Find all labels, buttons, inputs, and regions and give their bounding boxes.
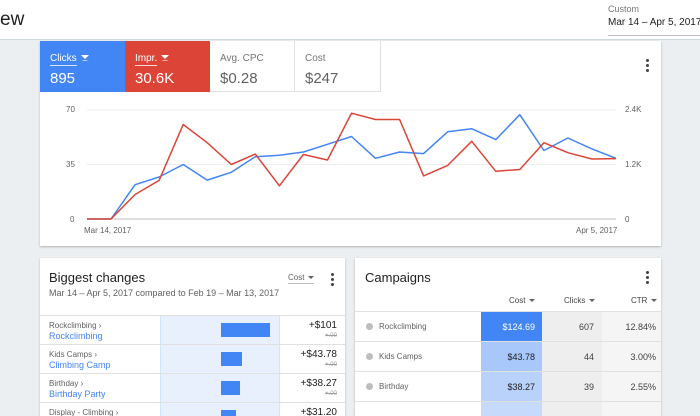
date-range-value: Mar 14 – Apr 5, 2017: [608, 17, 700, 28]
campaign-name: Birthday ›: [49, 379, 84, 388]
status-dot-icon: [366, 383, 373, 390]
change-bar-area: [160, 316, 280, 345]
left-axis-tick: 0: [70, 215, 75, 224]
clicks-column-header[interactable]: Clicks: [564, 296, 596, 305]
series-line-clicks: [87, 113, 617, 220]
page-title: ew: [0, 9, 25, 30]
series-line-impr: [87, 112, 617, 220]
more-options-icon[interactable]: [641, 269, 653, 285]
campaign-name: Rockclimbing: [379, 322, 427, 331]
ad-group-link[interactable]: Climbing Camp: [49, 360, 111, 370]
change-bar-area: [160, 403, 280, 416]
sort-caret-icon: [529, 299, 536, 303]
ad-group-link[interactable]: Rockclimbing: [49, 331, 103, 341]
status-dot-icon: [366, 323, 373, 330]
campaign-name: Kids Camps: [379, 352, 423, 361]
ctr-cell: 12.84%: [602, 312, 661, 342]
biggest-changes-title: Biggest changes: [49, 270, 146, 285]
more-options-icon[interactable]: [641, 57, 653, 73]
cost-column-header[interactable]: Cost: [509, 296, 536, 305]
change-bar-area: [160, 374, 280, 403]
table-row[interactable]: Kids Camps $43.78 44 3.00%: [355, 341, 661, 372]
table-row[interactable]: Birthday $38.27 39 2.55%: [355, 371, 661, 402]
sort-metric-dropdown[interactable]: Cost: [288, 273, 315, 284]
avg-cpc-metric-label: Avg. CPC: [220, 53, 264, 64]
campaign-name: Birthday: [379, 382, 409, 391]
status-dot-icon: [366, 353, 373, 360]
campaign-name: Rockclimbing ›: [49, 321, 102, 330]
cost-metric-value: $247: [305, 70, 339, 87]
dropdown-caret-icon: [161, 55, 170, 62]
cost-cell: [481, 402, 542, 416]
sort-caret-icon: [589, 299, 596, 303]
change-value: +$43.78: [300, 349, 337, 360]
biggest-changes-subtitle: Mar 14 – Apr 5, 2017 compared to Feb 19 …: [49, 288, 280, 298]
clicks-metric-tab[interactable]: Clicks 895: [40, 41, 125, 92]
change-bar: [221, 352, 242, 366]
impressions-metric-tab[interactable]: Impr. 30.6K: [125, 41, 210, 92]
right-axis-tick: 2.4K: [625, 105, 642, 114]
performance-card: Clicks 895 Impr. 30.6K Avg. CPC $0.28 Co…: [40, 41, 661, 246]
change-bar-area: [160, 345, 280, 374]
ctr-column-header[interactable]: CTR: [631, 296, 658, 305]
cost-metric-tab[interactable]: Cost $247: [295, 41, 381, 92]
sort-metric-label: Cost: [288, 273, 305, 282]
cost-cell: $43.78: [481, 342, 542, 372]
date-range-picker[interactable]: Custom Mar 14 – Apr 5, 2017: [608, 4, 700, 36]
previous-value: +.00: [325, 391, 337, 397]
left-axis-tick: 70: [66, 105, 75, 114]
ctr-cell: [602, 402, 661, 416]
x-axis-end-label: Apr 5, 2017: [576, 226, 618, 235]
clicks-metric-value: 895: [50, 70, 76, 87]
previous-value: +.00: [325, 333, 337, 339]
biggest-changes-card: Biggest changes Mar 14 – Apr 5, 2017 com…: [40, 258, 345, 416]
previous-value: +.00: [325, 362, 337, 368]
table-row[interactable]: Rockclimbing › Rockclimbing +$101 +.00: [40, 315, 345, 345]
clicks-cell: 39: [542, 372, 602, 402]
cost-cell: $38.27: [481, 372, 542, 402]
right-axis-tick: 0: [625, 215, 630, 224]
right-axis-tick: 1.2K: [625, 160, 642, 169]
impressions-metric-label: Impr.: [135, 53, 158, 66]
campaigns-title: Campaigns: [365, 270, 431, 285]
change-bar: [221, 410, 236, 416]
cost-cell: $124.69: [481, 312, 542, 342]
table-row[interactable]: Rockclimbing $124.69 607 12.84%: [355, 311, 661, 342]
change-bar: [221, 323, 270, 337]
impressions-metric-value: 30.6K: [135, 70, 175, 87]
ad-group-link[interactable]: Birthday Party: [49, 389, 106, 399]
table-row[interactable]: [355, 401, 661, 416]
change-bar: [221, 381, 240, 395]
dropdown-caret-icon: [80, 55, 89, 62]
change-value: +$31.20: [300, 407, 337, 416]
table-row[interactable]: Kids Camps › Climbing Camp +$43.78 +.00: [40, 344, 345, 374]
avg-cpc-metric-value: $0.28: [220, 70, 258, 87]
change-value: +$38.27: [300, 378, 337, 389]
more-options-icon[interactable]: [326, 271, 338, 287]
clicks-metric-label: Clicks: [50, 53, 77, 66]
top-bar: ew Custom Mar 14 – Apr 5, 2017: [0, 0, 700, 40]
campaign-name: Kids Camps ›: [49, 350, 98, 359]
table-row[interactable]: Birthday › Birthday Party +$38.27 +.00: [40, 373, 345, 403]
performance-chart: [87, 109, 617, 220]
date-range-label: Custom: [608, 4, 640, 14]
clicks-cell: 44: [542, 342, 602, 372]
cost-metric-label: Cost: [305, 53, 326, 64]
change-value: +$101: [308, 320, 337, 331]
campaigns-card: Campaigns Cost Clicks CTR Rockclimbing $1…: [355, 258, 661, 416]
avg-cpc-metric-tab[interactable]: Avg. CPC $0.28: [210, 41, 295, 92]
table-row[interactable]: Display - Climbing › +$31.20: [40, 402, 345, 416]
sort-caret-icon: [651, 299, 658, 303]
x-axis-start-label: Mar 14, 2017: [84, 226, 132, 235]
campaign-name: Display - Climbing ›: [49, 408, 119, 416]
ctr-cell: 2.55%: [602, 372, 661, 402]
clicks-cell: [542, 402, 602, 416]
ctr-cell: 3.00%: [602, 342, 661, 372]
chevron-down-icon: [308, 276, 315, 280]
clicks-cell: 607: [542, 312, 602, 342]
left-axis-tick: 35: [66, 160, 75, 169]
